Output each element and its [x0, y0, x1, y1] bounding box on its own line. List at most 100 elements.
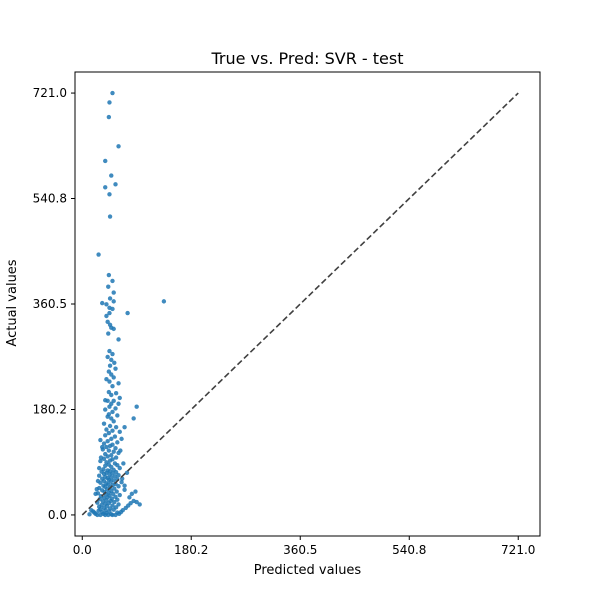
scatter-point	[110, 503, 115, 508]
scatter-point	[107, 348, 112, 354]
scatter-point	[109, 453, 114, 458]
scatter-point	[98, 458, 103, 464]
scatter-point	[104, 427, 109, 432]
scatter-point	[106, 389, 112, 395]
scatter-point	[107, 192, 112, 197]
scatter-point	[110, 384, 115, 389]
scatter-point	[125, 310, 130, 316]
scatter-point	[116, 472, 121, 478]
scatter-point	[109, 392, 114, 398]
scatter-point	[117, 465, 122, 471]
scatter-point	[116, 502, 121, 507]
scatter-point	[113, 391, 119, 396]
y-tick-label: 180.2	[33, 402, 67, 416]
scatter-point	[110, 306, 115, 312]
scatter-point	[131, 416, 136, 421]
scatter-point	[112, 486, 117, 491]
scatter-point	[114, 489, 119, 494]
scatter-point	[111, 398, 116, 404]
scatter-point	[106, 114, 112, 120]
scatter-point	[110, 428, 115, 433]
scatter-point	[106, 512, 111, 518]
scatter-point	[119, 479, 124, 485]
x-tick-label: 721.0	[501, 543, 535, 557]
scatter-point	[103, 407, 108, 412]
scatter-point	[116, 337, 121, 342]
scatter-point	[109, 436, 114, 442]
scatter-point	[109, 357, 114, 363]
scatter-point	[104, 376, 109, 382]
scatter-point	[108, 479, 113, 484]
scatter-point	[122, 424, 127, 430]
scatter-point	[107, 379, 112, 384]
scatter-point	[103, 512, 108, 518]
scatter-point	[112, 474, 118, 479]
scatter-point	[110, 491, 116, 497]
scatter-point	[105, 319, 110, 325]
scatter-point	[106, 369, 112, 374]
scatter-point	[111, 507, 116, 512]
scatter-point	[119, 436, 124, 442]
scatter-point	[113, 455, 119, 460]
scatter-point	[116, 381, 121, 386]
scatter-point	[103, 433, 108, 438]
scatter-point	[111, 326, 116, 332]
scatter-point	[133, 489, 138, 494]
scatter-point	[87, 512, 92, 517]
scatter-point	[120, 508, 125, 513]
scatter-point	[98, 455, 104, 460]
scatter-point	[106, 430, 112, 436]
scatter-point	[161, 299, 167, 304]
scatter-point	[98, 512, 103, 518]
scatter-point	[122, 483, 127, 488]
scatter-point	[128, 501, 133, 506]
scatter-point	[107, 458, 113, 463]
scatter-point	[103, 185, 108, 190]
scatter-point	[107, 404, 112, 409]
scatter-point	[112, 434, 118, 439]
scatter-point	[111, 419, 116, 424]
scatter-point	[113, 182, 118, 187]
scatter-point	[129, 491, 135, 497]
scatter-point	[109, 173, 114, 178]
x-tick-label: 540.8	[392, 543, 426, 557]
scatter-point	[115, 413, 120, 418]
scatter-point	[115, 463, 120, 468]
x-axis-label: Predicted values	[254, 563, 362, 578]
scatter-point	[89, 508, 94, 513]
scatter-point	[113, 424, 119, 430]
scatter-point	[107, 100, 112, 105]
scatter-point	[117, 492, 122, 498]
scatter-point	[103, 463, 108, 468]
scatter-point	[105, 398, 110, 404]
scatter-point	[105, 454, 110, 459]
scatter-point	[117, 395, 122, 401]
chart-title: True vs. Pred: SVR - test	[210, 49, 403, 68]
y-tick-label: 360.5	[33, 297, 67, 311]
scatter-point	[112, 499, 117, 505]
scatter-point	[107, 310, 112, 316]
scatter-point	[107, 423, 113, 429]
scatter-point	[134, 404, 139, 409]
scatter-point	[110, 278, 115, 284]
y-tick-label: 0.0	[48, 508, 67, 522]
scatter-point	[119, 476, 125, 481]
scatter-point	[106, 272, 112, 278]
scatter-point	[104, 302, 109, 307]
y-tick-label: 721.0	[33, 86, 67, 100]
scatter-point	[100, 444, 105, 450]
scatter-point	[113, 446, 118, 451]
scatter-point	[110, 512, 115, 518]
reference-line	[81, 92, 519, 516]
scatter-point	[134, 499, 139, 505]
scatter-point	[107, 363, 113, 368]
scatter-point	[110, 351, 115, 357]
plot-area: 0.0 180.2 360.5 540.8 721.0 0.0 180.2 360.5 540.…	[33, 71, 541, 557]
scatter-point	[111, 375, 116, 380]
scatter-point	[113, 470, 119, 475]
scatter-point	[109, 464, 114, 470]
y-axis-label: Actual values	[5, 259, 20, 346]
scatter-point	[116, 484, 121, 489]
scatter-point	[96, 252, 101, 257]
